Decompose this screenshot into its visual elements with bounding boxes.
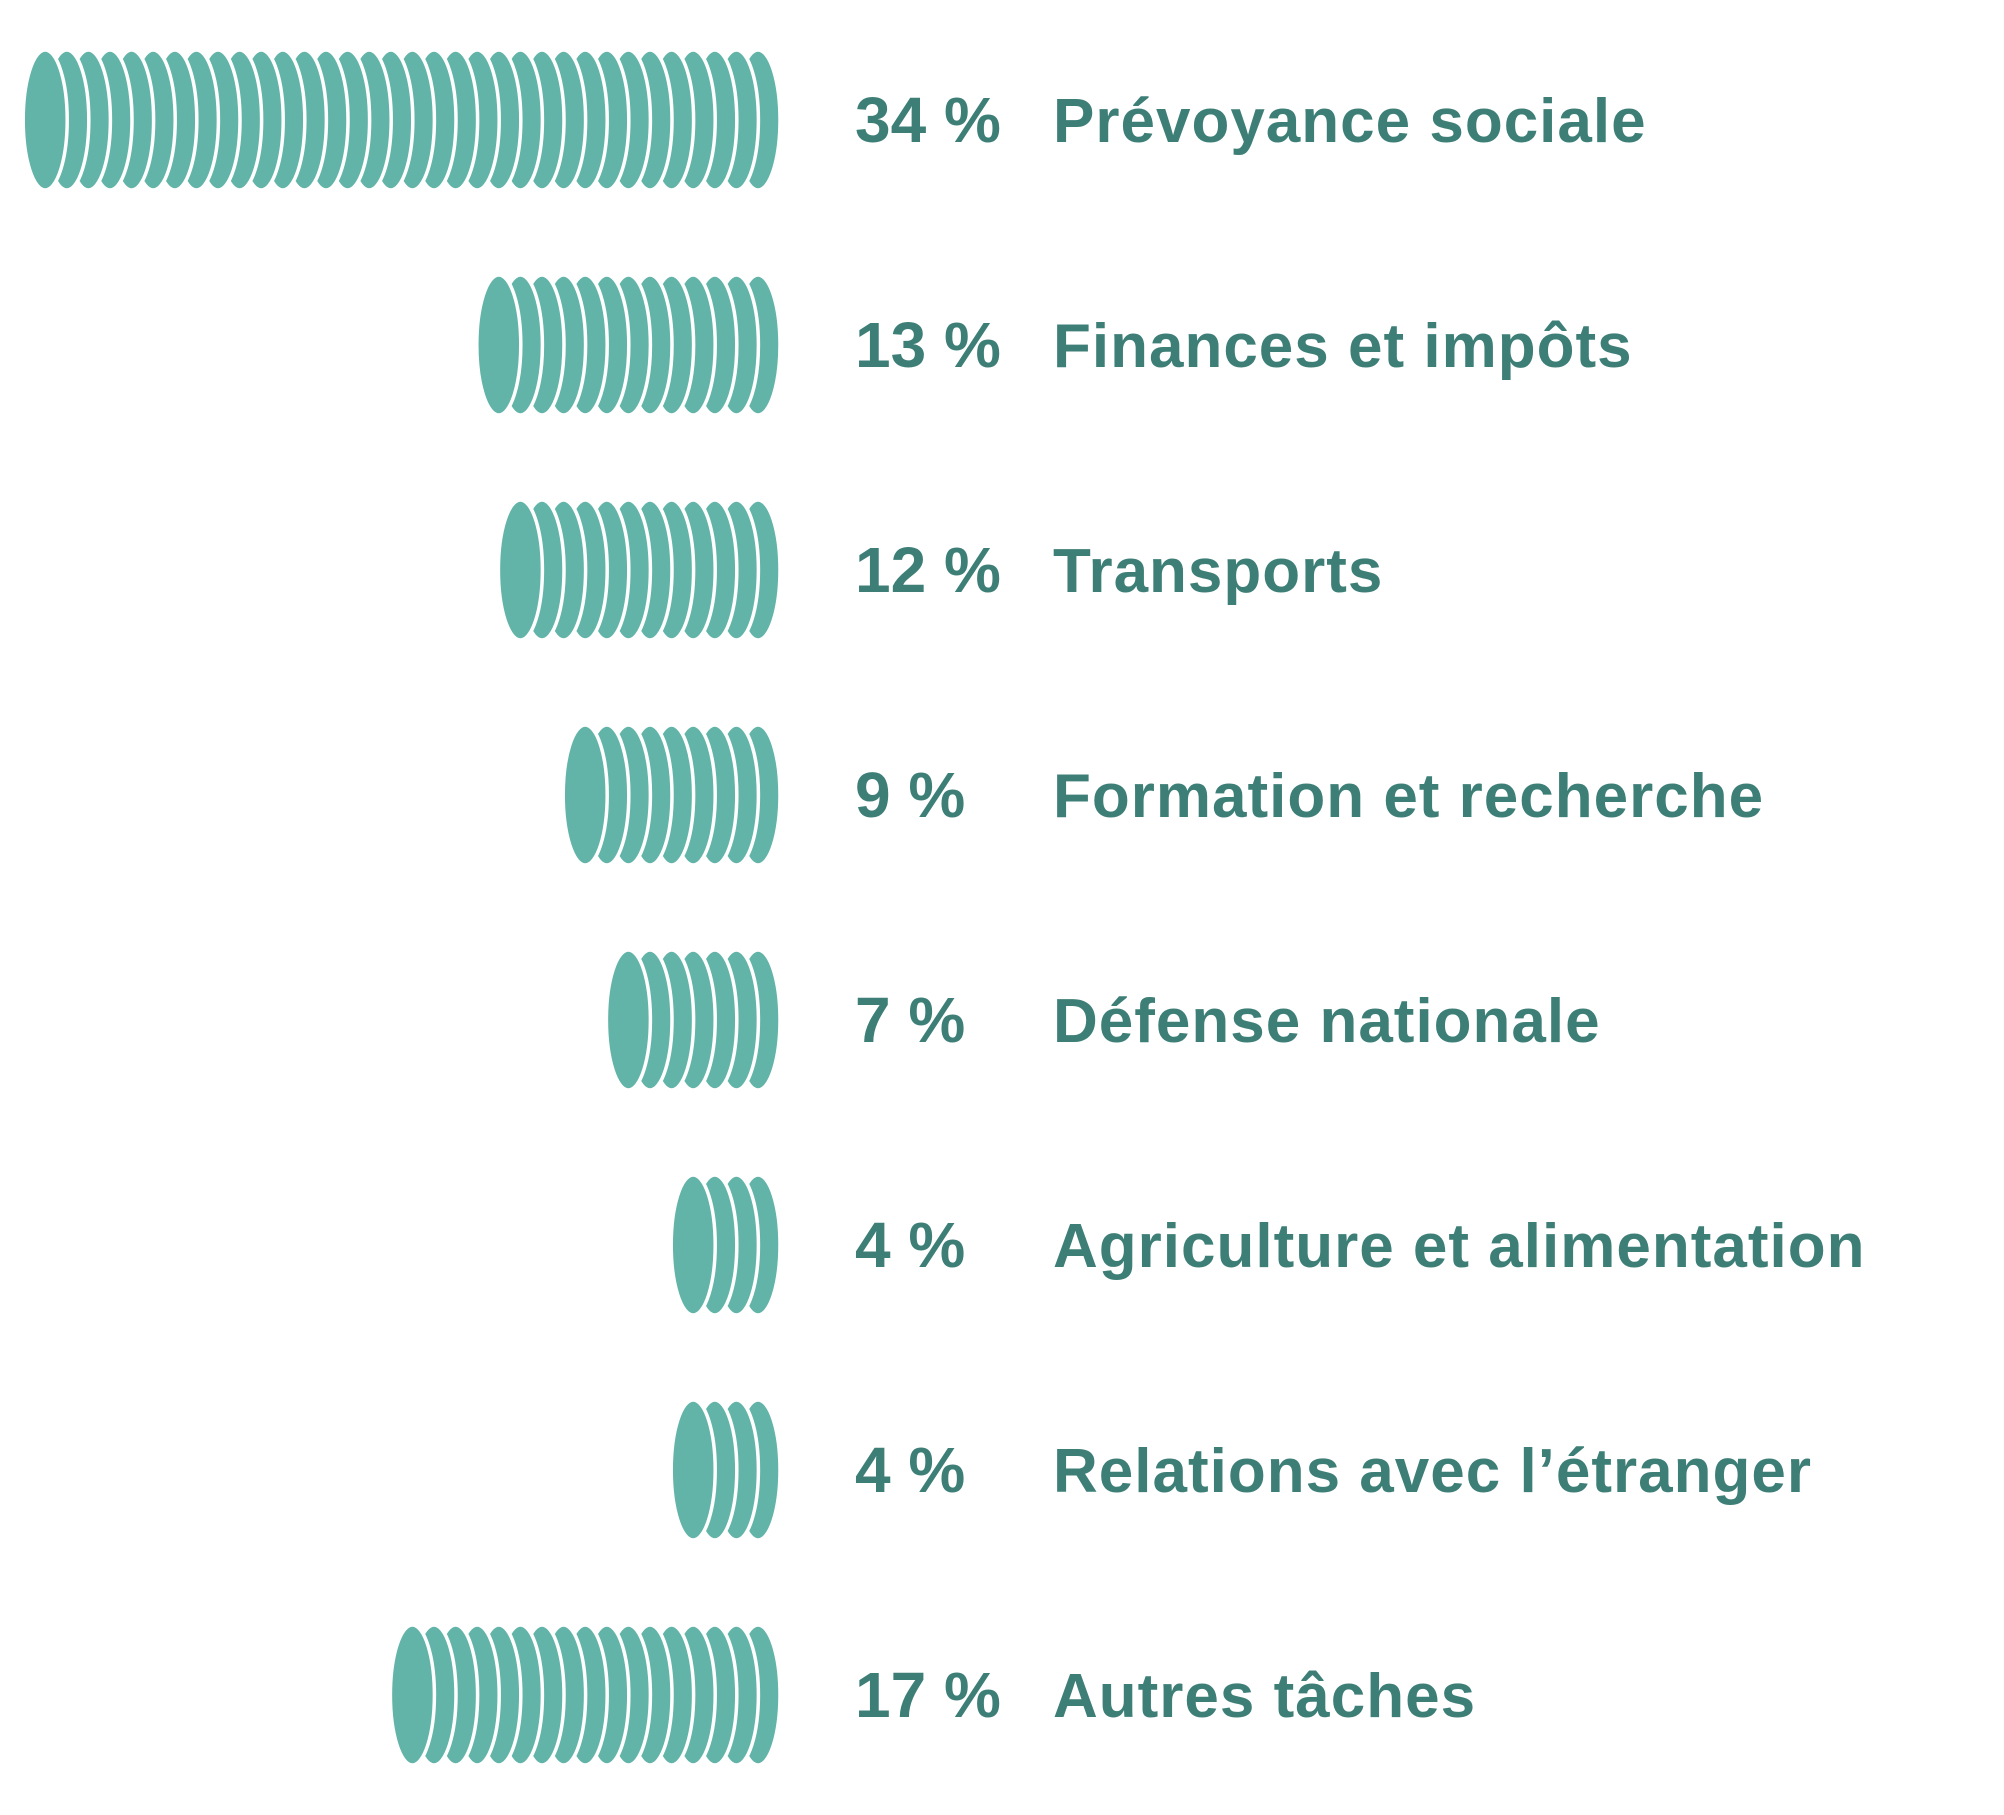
category-label: Défense nationale [1053, 987, 1601, 1056]
bar [669, 1173, 782, 1317]
value-label: 34 % [855, 84, 1001, 156]
bar [475, 273, 782, 417]
bar [604, 948, 782, 1092]
coin [475, 273, 523, 417]
value-label: 4 % [855, 1434, 965, 1506]
bar [388, 1623, 782, 1767]
bar-row: 34 % Prévoyance sociale [21, 48, 1647, 192]
category-label: Relations avec l’étranger [1053, 1437, 1812, 1506]
bar-row: 12 % Transports [496, 498, 1383, 642]
category-label: Autres tâches [1053, 1662, 1476, 1731]
coin [496, 498, 545, 642]
bar-row: 7 % Défense nationale [604, 948, 1601, 1092]
bar [496, 498, 782, 642]
category-label: Transports [1053, 537, 1383, 606]
bar-row: 4 % Relations avec l’étranger [669, 1398, 1812, 1542]
coin [388, 1623, 437, 1767]
bar-row: 17 % Autres tâches [388, 1623, 1476, 1767]
category-label: Agriculture et alimentation [1053, 1212, 1865, 1281]
bar [21, 48, 782, 192]
bar-row: 4 % Agriculture et alimentation [669, 1173, 1865, 1317]
coin [561, 723, 609, 867]
bar-row: 13 % Finances et impôts [475, 273, 1633, 417]
value-label: 13 % [855, 309, 1001, 381]
value-label: 12 % [855, 534, 1001, 606]
value-label: 4 % [855, 1209, 965, 1281]
bar [561, 723, 782, 867]
coin [604, 948, 653, 1092]
coin [669, 1173, 717, 1317]
value-label: 9 % [855, 759, 965, 831]
category-label: Prévoyance sociale [1053, 87, 1647, 156]
bar-row: 9 % Formation et recherche [561, 723, 1764, 867]
bar [669, 1398, 782, 1542]
coin [21, 48, 69, 192]
category-label: Finances et impôts [1053, 312, 1633, 381]
value-label: 7 % [855, 984, 965, 1056]
value-label: 17 % [855, 1659, 1001, 1731]
category-label: Formation et recherche [1053, 762, 1764, 831]
coin [669, 1398, 717, 1542]
